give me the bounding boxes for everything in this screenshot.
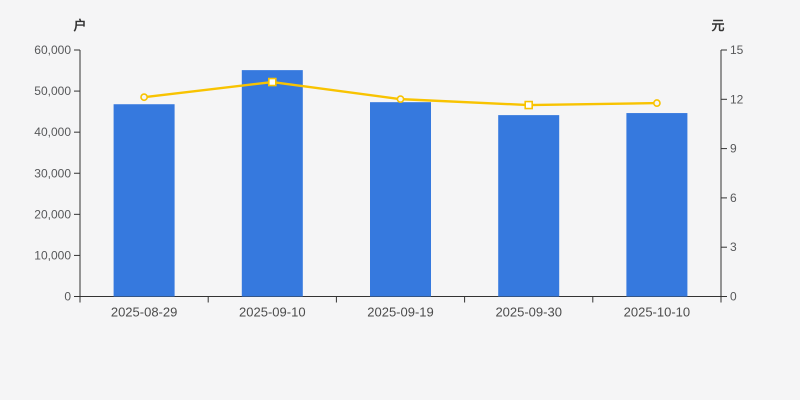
x-axis-category-label: 2025-09-10 — [239, 305, 306, 320]
left-y-axis-tick-label: 30,000 — [34, 166, 71, 180]
holders-bar[interactable] — [626, 113, 688, 297]
x-axis-category-label: 2025-09-30 — [495, 305, 562, 320]
right-y-axis-tick-label: 9 — [730, 142, 737, 156]
right-y-axis-tick-label: 12 — [730, 92, 744, 106]
price-point-circle-marker[interactable] — [653, 99, 661, 107]
x-axis-category-label: 2025-09-19 — [367, 305, 434, 320]
price-point-square-marker[interactable] — [524, 100, 534, 110]
x-axis-category-label: 2025-10-10 — [624, 305, 691, 320]
right-y-axis-tick-label: 15 — [730, 43, 744, 57]
holders-bar[interactable] — [241, 70, 303, 297]
right-y-axis-tick-label: 3 — [730, 240, 737, 254]
left-y-axis-tick-label: 60,000 — [34, 43, 71, 57]
price-point-circle-marker[interactable] — [396, 95, 405, 104]
right-y-axis-tick-label: 0 — [730, 290, 737, 304]
right-y-axis-tick-label: 6 — [730, 191, 737, 205]
holders-bar[interactable] — [370, 102, 431, 297]
holders-bar[interactable] — [113, 104, 175, 297]
left-y-axis-tick-label: 20,000 — [34, 207, 71, 221]
price-point-circle-marker[interactable] — [140, 93, 148, 102]
left-y-axis-tick-label: 0 — [64, 290, 71, 304]
price-point-square-marker[interactable] — [267, 77, 277, 87]
holders-bar[interactable] — [498, 115, 560, 297]
left-axis-title: 户 — [73, 18, 87, 33]
left-y-axis-tick-label: 10,000 — [34, 248, 71, 262]
right-axis-title: 元 — [711, 18, 725, 33]
x-axis-category-label: 2025-08-29 — [111, 305, 178, 320]
left-y-axis-tick-label: 40,000 — [34, 125, 71, 139]
left-y-axis-tick-label: 50,000 — [34, 84, 71, 98]
